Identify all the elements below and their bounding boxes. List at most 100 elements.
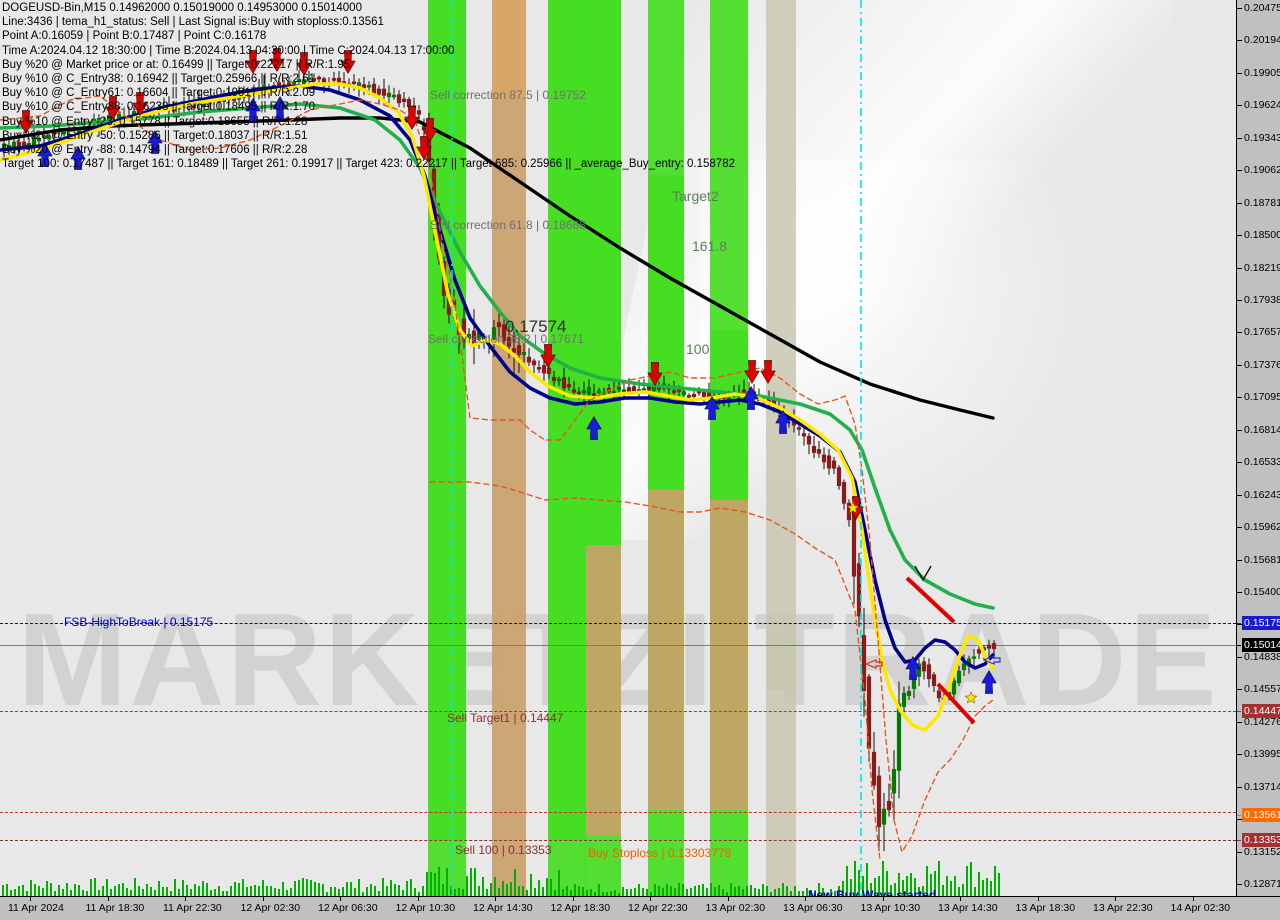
price-highlight-tick (1237, 840, 1241, 841)
price-tick-label: 0.16533 (1244, 456, 1280, 469)
volume-bar (190, 888, 192, 896)
time-tick-label: 12 Apr 10:30 (395, 902, 456, 914)
time-tick (1192, 897, 1194, 901)
volume-bar (598, 884, 600, 896)
volume-bar (318, 883, 320, 896)
volume-bar (602, 892, 604, 896)
volume-bar (102, 885, 104, 896)
volume-bar (606, 892, 608, 896)
volume-bar (222, 890, 224, 896)
volume-bar (734, 887, 736, 896)
volume-bar (18, 885, 20, 896)
price-tick-label: 0.17657 (1244, 326, 1280, 339)
volume-bar (198, 886, 200, 896)
price-tick-label: 0.18781 (1244, 196, 1280, 209)
price-tick-label: 0.19343 (1244, 131, 1280, 144)
price-scale[interactable]: 0.20475 0.20194 0.19905 0.19624 0.19343 0.190… (1236, 0, 1280, 896)
signal-star-icon (846, 501, 860, 514)
volume-bar (38, 886, 40, 896)
volume-bar (926, 865, 928, 896)
volume-bar (650, 891, 652, 896)
chart-label: FSB-HighToBreak | 0.15175 (64, 615, 214, 629)
time-tick-label: 11 Apr 18:30 (85, 902, 145, 914)
volume-bar (594, 892, 596, 896)
vertical-band-segment (710, 330, 748, 510)
volume-bar (570, 889, 572, 896)
volume-bar (582, 886, 584, 896)
volume-bar (482, 877, 484, 896)
volume-bar (6, 884, 8, 896)
volume-bar (302, 878, 304, 896)
volume-bar (526, 889, 528, 896)
chart-plot-area[interactable]: MARKETZI TRADE Sell correction 87.5 | 0.… (0, 0, 1236, 896)
price-tick (1237, 332, 1242, 334)
volume-bar (578, 885, 580, 896)
price-tick (1237, 8, 1242, 9)
volume-bar (878, 875, 880, 896)
price-tick (1237, 559, 1242, 561)
price-tick-label: 0.17938 (1244, 294, 1280, 306)
time-tick (650, 897, 651, 901)
vertical-band-segment (648, 490, 684, 810)
volume-bar (666, 883, 668, 896)
volume-bar (62, 888, 64, 896)
volume-bar (238, 882, 240, 896)
volume-bar (458, 887, 460, 896)
volume-bar (554, 889, 556, 896)
volume-bar (82, 889, 84, 896)
volume-bar (234, 882, 236, 896)
volume-bar (922, 886, 924, 896)
volume-bar (230, 886, 232, 896)
volume-bar (646, 888, 648, 896)
volume-bar (862, 876, 864, 896)
price-tick (1237, 40, 1242, 42)
price-tick-label: 0.12871 (1244, 878, 1280, 890)
volume-bar (786, 886, 788, 896)
volume-bar (618, 892, 620, 896)
time-tick (417, 897, 419, 901)
volume-bar (354, 888, 356, 896)
time-scale[interactable]: 11 Apr 2024 11 Apr 18:30 11 Apr 22:30 12 Ap… (0, 896, 1280, 920)
price-tick (1237, 397, 1242, 399)
price-tick (1237, 170, 1242, 172)
volume-bar (262, 880, 264, 896)
volume-bar (934, 871, 936, 896)
info-header-line: Buy %20 @ Entry -50: 0.15286 || Target:0… (2, 129, 308, 142)
volume-bar (30, 879, 32, 896)
volume-bar (78, 885, 80, 896)
volume-bar (358, 878, 360, 896)
volume-bar (638, 883, 640, 896)
volume-bar (54, 890, 56, 896)
volume-bar (394, 883, 396, 896)
volume-bar (74, 884, 76, 896)
volume-bar (686, 888, 688, 896)
volume-bar (414, 888, 416, 896)
price-tick (1237, 624, 1242, 626)
volume-bar (910, 872, 912, 896)
volume-bar (742, 889, 744, 896)
time-tick (572, 897, 574, 901)
info-header: DOGEUSD-Bin,M15 0.14962000 0.15019000 0.… (2, 1, 735, 171)
volume-bar (494, 877, 496, 896)
volume-bar (698, 885, 700, 896)
price-highlight-tick (1237, 645, 1241, 646)
price-highlight-label: 0.13353 (1242, 833, 1280, 847)
volume-bar (942, 884, 944, 896)
price-tick-label: 0.19905 (1244, 66, 1280, 79)
time-tick-label: 13 Apr 22:30 (1093, 902, 1153, 914)
volume-bar (550, 879, 552, 896)
volume-bar (678, 883, 680, 896)
volume-bar (254, 885, 256, 896)
volume-bar (642, 887, 644, 896)
volume-bar (86, 891, 88, 896)
volume-bar (794, 886, 796, 896)
volume-bar (918, 887, 920, 896)
price-tick (1237, 72, 1242, 74)
price-tick (1237, 656, 1242, 658)
volume-bar (290, 888, 292, 896)
price-tick-label: 0.16814 (1244, 423, 1280, 436)
volume-bar (406, 880, 408, 896)
price-tick-label: 0.17376 (1244, 358, 1280, 371)
volume-bar (374, 885, 376, 896)
chart-label: Target2 (672, 188, 719, 204)
